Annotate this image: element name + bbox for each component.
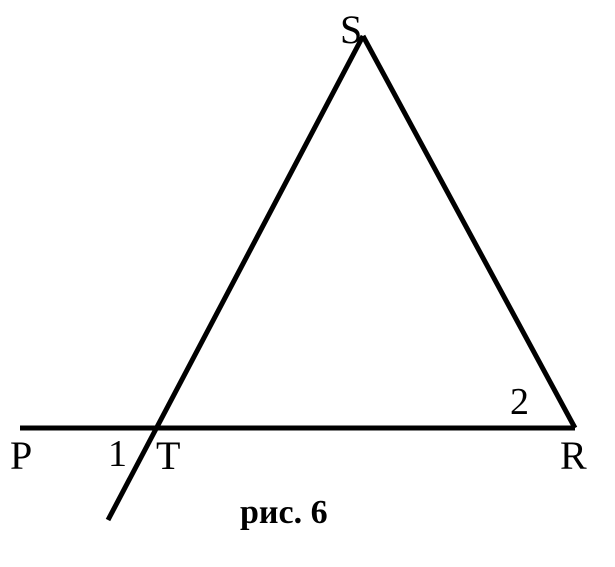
- geometry-diagram: [0, 0, 615, 567]
- figure-caption: рис. 6: [240, 494, 328, 532]
- diagram-line-1: [108, 36, 363, 520]
- vertex-label-R: R: [560, 432, 587, 479]
- vertex-label-P: P: [10, 432, 32, 479]
- vertex-label-T: T: [156, 432, 180, 479]
- vertex-label-S: S: [340, 6, 362, 53]
- diagram-line-2: [363, 36, 575, 428]
- angle-label-2: 2: [510, 380, 529, 424]
- angle-label-1: 1: [108, 432, 127, 476]
